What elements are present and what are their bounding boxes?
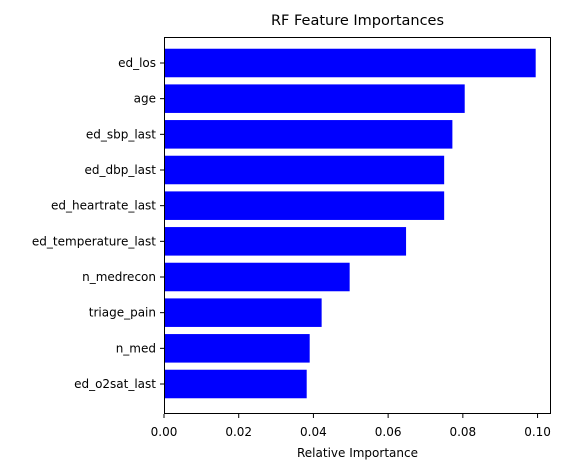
- bar-ed_los: [164, 48, 536, 78]
- y-tick-label: n_medrecon: [82, 270, 156, 284]
- bar-ed_sbp_last: [164, 120, 453, 149]
- x-tick-label: 0.08: [449, 425, 476, 439]
- bar-age: [164, 84, 465, 113]
- bar-n_med: [164, 334, 310, 363]
- x-tick-label: 0.10: [524, 425, 551, 439]
- chart-title: RF Feature Importances: [271, 13, 444, 29]
- y-tick-label: triage_pain: [89, 306, 156, 320]
- bar-ed_temperature_last: [164, 227, 407, 256]
- bar-ed_dbp_last: [164, 155, 445, 185]
- y-tick-label: age: [134, 92, 156, 106]
- x-tick-label: 0.06: [375, 425, 402, 439]
- y-tick-label: ed_los: [118, 56, 156, 70]
- bar-n_medrecon: [164, 262, 350, 292]
- y-tick-label: ed_temperature_last: [32, 234, 156, 248]
- plot-frame: [164, 37, 551, 414]
- y-tick-label: ed_dbp_last: [85, 163, 157, 177]
- y-tick-label: ed_sbp_last: [86, 127, 156, 141]
- bar-ed_heartrate_last: [164, 191, 445, 220]
- bar-triage_pain: [164, 298, 322, 327]
- x-axis-title: Relative Importance: [297, 446, 418, 460]
- x-tick-label: 0.00: [151, 425, 178, 439]
- y-tick-label: ed_heartrate_last: [51, 199, 156, 213]
- bar-ed_o2sat_last: [164, 369, 307, 399]
- x-tick-label: 0.02: [225, 425, 252, 439]
- bars-layer: [164, 48, 536, 399]
- x-tick-label: 0.04: [300, 425, 327, 439]
- y-tick-label: n_med: [116, 341, 156, 355]
- y-tick-label: ed_o2sat_last: [74, 377, 156, 391]
